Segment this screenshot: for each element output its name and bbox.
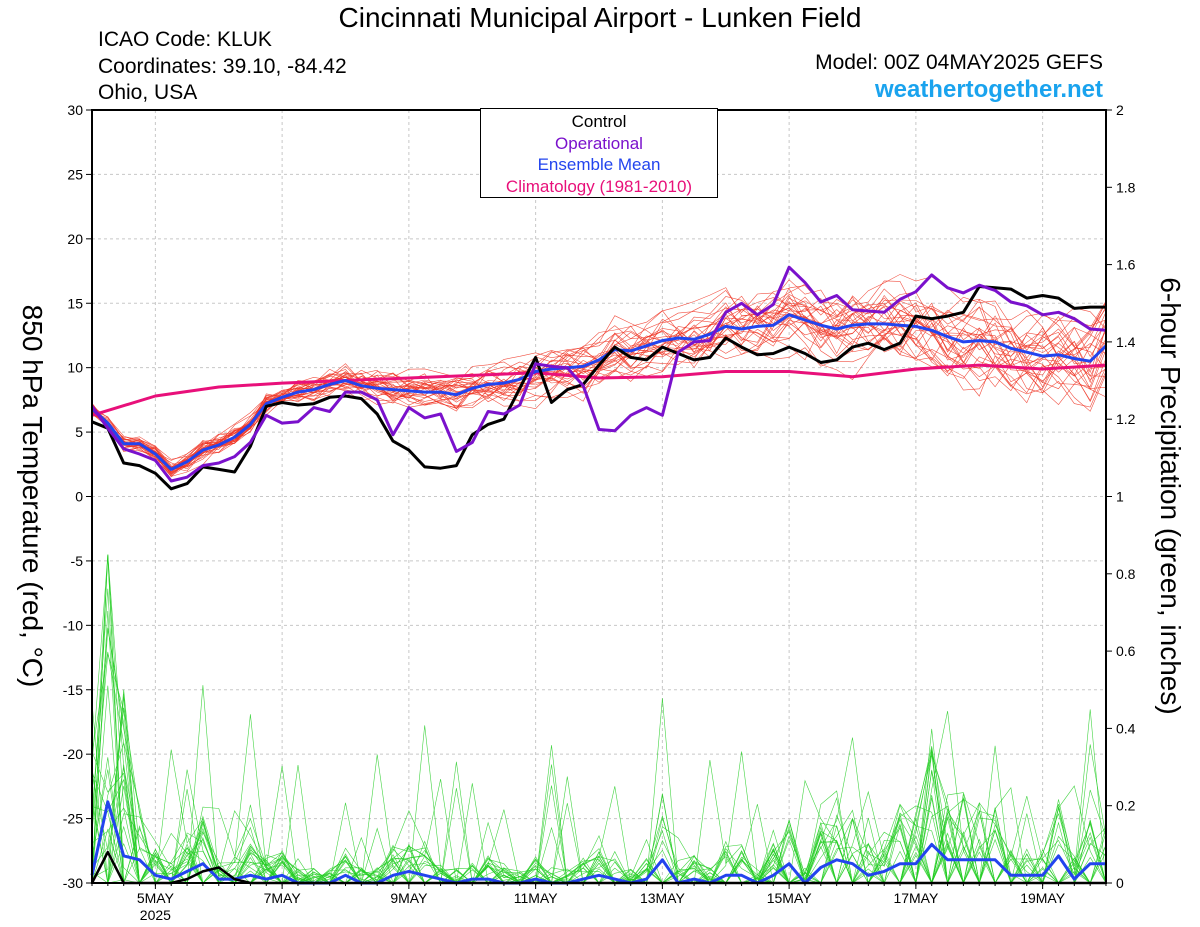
x-tick-label: 13MAY <box>640 890 686 906</box>
precip-member-line <box>91 554 1107 885</box>
temp-member-line <box>91 295 1107 469</box>
y-axis-label-left: 850 hPa Temperature (red, °C) <box>17 304 48 688</box>
temp-member-line <box>91 306 1107 470</box>
grid <box>92 110 1106 883</box>
y-tick-label: -15 <box>63 682 83 698</box>
y2-tick-label: 1.8 <box>1116 179 1136 195</box>
y-tick-label: 20 <box>67 231 83 247</box>
y-tick-label: -25 <box>63 811 83 827</box>
temp-member-line <box>91 295 1107 473</box>
region: Ohio, USA <box>98 81 198 104</box>
ticks: 302520151050-5-10-15-20-25-3021.81.61.41… <box>63 102 1136 923</box>
precip-member-line <box>91 769 1106 884</box>
precip-mean-line <box>90 800 1106 885</box>
x-tick-label: 5MAY <box>137 890 175 906</box>
x-tick-label: 19MAY <box>1020 890 1066 906</box>
x-tick-label: 17MAY <box>893 890 939 906</box>
y2-tick-label: 1.6 <box>1116 257 1136 273</box>
y-axis-label-right: 6-hour Precipitation (green, inches) <box>1155 277 1186 715</box>
y-tick-label: -10 <box>63 617 83 633</box>
legend: Control Operational Ensemble Mean Climat… <box>480 108 718 198</box>
precip-member-line <box>92 693 1107 884</box>
x-tick-label: 9MAY <box>390 890 428 906</box>
icao-code: ICAO Code: KLUK <box>98 28 272 51</box>
y-tick-label: 0 <box>75 489 83 505</box>
climatology-line <box>91 363 1107 417</box>
temp-member-line <box>91 305 1107 477</box>
x-tick-label: 15MAY <box>767 890 813 906</box>
legend-mean: Ensemble Mean <box>537 155 661 174</box>
y-tick-label: -30 <box>63 875 83 891</box>
y-tick-label: 5 <box>75 424 83 440</box>
y2-tick-label: 0 <box>1116 875 1124 891</box>
temp-mean-line <box>90 313 1108 471</box>
y-tick-label: 25 <box>67 166 83 182</box>
y2-tick-label: 1.4 <box>1116 334 1136 350</box>
precip-member-line <box>91 698 1107 885</box>
temp-member-line <box>91 298 1107 469</box>
y2-tick-label: 0.4 <box>1116 720 1136 736</box>
x-tick-label: 11MAY <box>514 890 558 906</box>
y2-tick-label: 1.2 <box>1116 411 1136 427</box>
x-year-label: 2025 <box>140 907 171 923</box>
precip-member-line <box>91 588 1107 884</box>
y2-tick-label: 2 <box>1116 102 1124 118</box>
y2-tick-label: 1 <box>1116 489 1124 505</box>
site-link[interactable]: weathertogether.net <box>874 76 1103 103</box>
y-tick-label: 30 <box>67 102 83 118</box>
y-tick-label: -5 <box>71 553 84 569</box>
coordinates: Coordinates: 39.10, -84.42 <box>98 55 347 78</box>
legend-climatology: Climatology (1981-2010) <box>505 176 693 196</box>
precip-members <box>91 554 1107 885</box>
legend-control: Control <box>571 112 627 131</box>
y-tick-label: 15 <box>67 295 83 311</box>
y-tick-label: -20 <box>63 746 83 762</box>
x-tick-label: 7MAY <box>264 890 302 906</box>
chart-title: Cincinnati Municipal Airport - Lunken Fi… <box>338 2 862 33</box>
legend-operational: Operational <box>555 133 643 153</box>
temp-operational-line <box>90 265 1107 483</box>
temp-member-line <box>91 306 1107 470</box>
precip-member-line <box>91 769 1107 885</box>
temp-member-line <box>91 297 1107 468</box>
model-run: Model: 00Z 04MAY2025 GEFS <box>815 51 1103 74</box>
y2-tick-label: 0.2 <box>1116 798 1136 814</box>
y-tick-label: 10 <box>67 360 83 376</box>
y2-tick-label: 0.6 <box>1116 643 1136 659</box>
y2-tick-label: 0.8 <box>1116 566 1136 582</box>
temp-control-line <box>91 285 1106 491</box>
precip-member-line <box>91 554 1107 884</box>
temp-member-line <box>91 291 1107 460</box>
temp-member-line <box>91 302 1107 474</box>
temp-member-line <box>91 315 1107 461</box>
